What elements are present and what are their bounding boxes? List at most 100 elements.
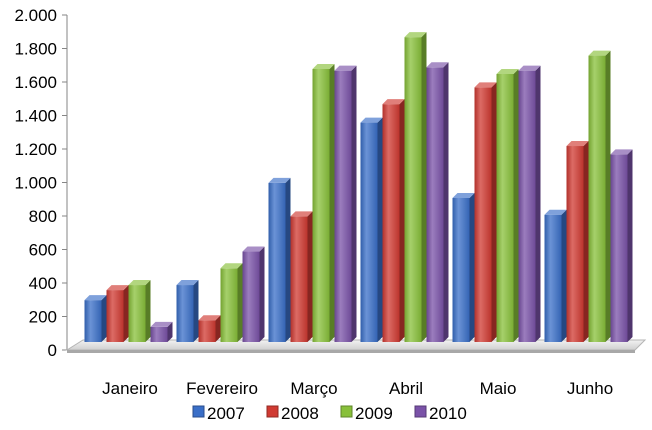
y-tick-label: 800 [29,207,57,226]
bar-front [496,74,514,342]
legend-item-2008: 2008 [266,404,319,423]
bar-2009-abril [404,32,427,343]
bar-2009-fevereiro [220,263,243,342]
x-category-label: Janeiro [102,379,158,398]
bar-top [360,117,383,123]
legend-label: 2009 [355,404,393,423]
bar-side [307,211,313,342]
bar-2008-fevereiro [198,315,221,342]
bar-2009-maio [496,69,519,342]
bar-top [290,211,313,217]
bar-top [312,63,335,69]
legend-label: 2007 [207,404,245,423]
bar-top [176,280,199,286]
bar-front [242,251,260,342]
bar-side [259,246,265,342]
legend-item-2007: 2007 [192,404,245,423]
y-tick-label: 1.000 [14,174,57,193]
bar-2007-janeiro [84,295,107,342]
bar-top [496,69,519,74]
bar-side [627,149,633,342]
bar-top [518,65,541,71]
bar-2009-janeiro [128,280,151,342]
bar-front [566,146,584,342]
bar-front [176,285,194,342]
bar-top [220,263,243,269]
y-tick-label: 1.600 [14,73,57,92]
y-tick-label: 200 [29,308,57,327]
bar-top [106,285,129,291]
bar-top [544,209,567,215]
bar-front [198,320,216,342]
bar-top [588,50,611,56]
bar-top [84,295,107,301]
y-tick-label: 1.800 [14,40,57,59]
bar-side [329,63,335,342]
y-tick-label: 600 [29,241,57,260]
x-category-label: Março [290,379,337,398]
bar-side [421,32,427,343]
bar-2007-março [268,177,291,342]
bar-front [474,87,492,343]
bar-2010-junho [610,149,633,342]
bar-top [128,280,151,286]
bar-top [610,149,633,155]
bar-2007-maio [452,192,475,342]
bar-2007-junho [544,209,567,342]
x-category-label: Fevereiro [186,379,258,398]
bar-front [518,70,536,343]
bar-side [377,117,383,342]
bar-side [123,285,129,342]
bar-2010-abril [426,62,449,343]
y-tick-label: 1.400 [14,107,57,126]
bar-front [84,300,102,342]
legend-item-2009: 2009 [340,404,393,423]
y-tick-label: 0 [48,341,57,360]
bar-front [312,68,330,342]
bar-top [268,177,291,183]
bar-side [167,321,173,342]
x-category-label: Junho [567,379,613,398]
bar-2010-maio [518,65,541,343]
bar-top [566,141,589,147]
bar-top [242,246,265,252]
legend-swatch [266,405,279,418]
bar-side [535,65,541,343]
bar-top [474,82,497,88]
bar-front [220,268,238,342]
bar-front [452,197,470,342]
bar-front [404,37,422,343]
bar-2008-junho [566,141,589,342]
bar-2008-março [290,211,313,342]
bar-top [150,321,173,327]
legend-swatch [340,405,353,418]
x-category-label: Abril [389,379,423,398]
bar-front [544,214,562,342]
y-tick-label: 400 [29,274,57,293]
legend-swatch [414,405,427,418]
bar-side [443,62,449,343]
bar-2008-maio [474,82,497,343]
bar-2009-março [312,63,335,342]
bar-top [426,62,449,68]
bar-side [101,295,107,342]
bar-front [334,70,352,343]
bar-side [399,99,405,343]
bar-2007-abril [360,117,383,342]
bar-side [145,280,151,342]
bar-2008-abril [382,99,405,343]
bar-front [426,67,444,343]
bar-2010-janeiro [150,321,173,342]
bar-front [382,104,400,343]
bar-top [198,315,221,321]
bar-side [285,177,291,342]
bar-front [150,326,168,342]
legend-item-2010: 2010 [414,404,467,423]
bar-2009-junho [588,50,611,342]
x-category-label: Maio [480,379,517,398]
y-tick-label: 1.200 [14,140,57,159]
bar-front [588,55,606,342]
bar-side [193,280,199,342]
